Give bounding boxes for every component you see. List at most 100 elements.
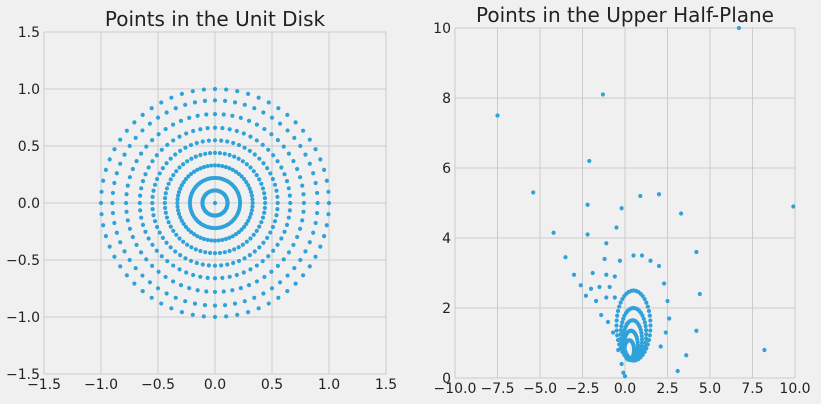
data-point: [313, 220, 318, 226]
data-point: [261, 240, 266, 245]
data-point: [134, 158, 139, 164]
data-point: [259, 220, 264, 225]
data-point: [187, 115, 192, 121]
data-point: [189, 171, 194, 177]
data-point: [107, 244, 112, 249]
data-point: [291, 242, 296, 248]
data-point: [311, 230, 316, 235]
data-point: [163, 191, 168, 196]
y-tick-label: −1.0: [6, 310, 40, 326]
data-point: [287, 208, 292, 213]
data-point: [679, 211, 684, 216]
data-point: [232, 100, 238, 105]
data-point: [300, 183, 305, 188]
data-point: [303, 249, 308, 254]
data-point: [248, 267, 253, 272]
data-point: [220, 126, 225, 131]
data-point: [270, 224, 276, 230]
data-point: [171, 228, 176, 233]
data-point: [241, 131, 246, 136]
data-point: [203, 151, 208, 156]
data-point: [159, 100, 164, 105]
data-point: [271, 153, 276, 158]
data-point: [202, 303, 208, 308]
data-point: [101, 178, 106, 183]
data-point: [234, 272, 239, 278]
data-point: [209, 163, 214, 168]
data-point: [599, 312, 604, 318]
data-point: [286, 215, 291, 220]
data-point: [140, 289, 145, 294]
y-tick-label: 1.0: [18, 82, 40, 98]
data-point: [156, 269, 161, 274]
data-point: [212, 163, 218, 168]
data-point: [112, 147, 117, 152]
data-point: [631, 350, 636, 355]
data-point: [179, 309, 185, 315]
data-point: [222, 151, 227, 156]
data-point: [184, 131, 189, 136]
data-point: [212, 86, 218, 92]
x-tick-label: 0.5: [261, 377, 283, 393]
data-point: [234, 128, 239, 134]
data-point: [235, 312, 240, 317]
data-point: [311, 171, 316, 176]
data-point: [216, 163, 221, 168]
data-point: [656, 263, 662, 269]
data-point: [607, 284, 612, 290]
data-point: [307, 264, 312, 269]
data-point: [190, 312, 195, 317]
y-tick-label: 0.0: [18, 196, 40, 212]
data-point: [227, 235, 232, 240]
data-point: [563, 255, 568, 260]
data-point: [212, 150, 218, 155]
data-point: [143, 229, 148, 234]
x-tick-label: 5.0: [699, 381, 721, 397]
data-point: [179, 91, 185, 97]
data-point: [247, 215, 252, 220]
data-point: [268, 171, 273, 176]
data-point: [318, 244, 323, 249]
data-point: [133, 135, 138, 141]
data-point: [246, 118, 252, 123]
data-point: [99, 189, 104, 194]
data-point: [648, 328, 653, 333]
data-point: [240, 159, 245, 164]
data-point: [663, 330, 668, 335]
data-point: [202, 98, 208, 103]
data-point: [212, 263, 218, 268]
data-point: [205, 237, 210, 242]
data-point: [254, 263, 259, 268]
data-point: [236, 156, 241, 161]
y-tick-label: 4: [442, 231, 451, 247]
data-point: [321, 167, 327, 173]
data-point: [254, 279, 260, 284]
data-point: [220, 237, 225, 242]
data-point: [124, 128, 129, 133]
data-point: [227, 152, 232, 158]
data-point: [275, 159, 280, 164]
data-point: [248, 211, 254, 217]
data-point: [201, 236, 207, 242]
upper-half-plane-points: [495, 25, 796, 379]
data-point: [110, 210, 115, 216]
data-point: [615, 333, 620, 338]
data-point: [177, 165, 182, 170]
data-point: [254, 228, 259, 233]
data-point: [639, 343, 644, 349]
data-point: [110, 200, 115, 206]
upper-half-plane-chart-title: Points in the Upper Half-Plane: [476, 3, 774, 27]
data-point: [260, 259, 265, 264]
data-point: [622, 293, 627, 299]
data-point: [298, 257, 303, 263]
data-point: [107, 157, 112, 162]
data-point: [155, 286, 161, 291]
data-point: [140, 112, 145, 117]
x-tick-label: 0.0: [204, 377, 226, 393]
data-point: [617, 304, 622, 309]
data-point: [298, 143, 303, 149]
data-point: [597, 284, 602, 290]
data-point: [275, 200, 280, 206]
data-point: [230, 113, 235, 118]
data-point: [295, 234, 300, 240]
